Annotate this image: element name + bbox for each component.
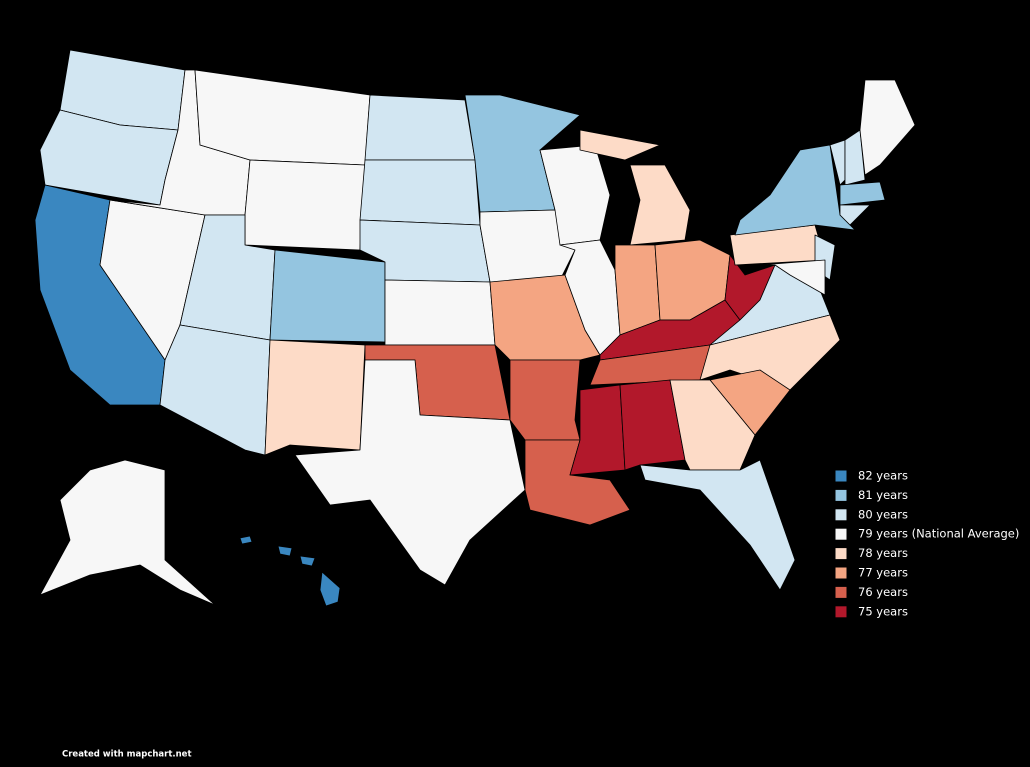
state-region bbox=[844, 129, 866, 186]
credit: Created with mapchart.net bbox=[62, 750, 192, 760]
legend-label: 81 years bbox=[858, 488, 908, 502]
state-region bbox=[239, 535, 253, 545]
legend-swatch bbox=[834, 488, 848, 502]
state-region bbox=[629, 164, 691, 246]
state-region bbox=[299, 555, 316, 567]
state-region bbox=[277, 545, 293, 557]
state-region bbox=[619, 379, 686, 471]
state-region bbox=[509, 359, 581, 441]
state-region bbox=[294, 359, 526, 586]
legend-label: 77 years bbox=[858, 566, 908, 580]
legend-label: 79 years (National Average) bbox=[858, 527, 1019, 541]
state-region bbox=[839, 204, 871, 226]
state-region bbox=[269, 249, 386, 343]
legend-swatch bbox=[834, 585, 848, 599]
legend-swatch bbox=[834, 508, 848, 522]
state-region bbox=[244, 159, 366, 251]
state-region bbox=[614, 244, 661, 336]
legend-swatch bbox=[834, 469, 848, 483]
legend-label: 82 years bbox=[858, 469, 908, 483]
state-region bbox=[579, 129, 661, 161]
state-region bbox=[759, 259, 826, 296]
state-region bbox=[384, 279, 496, 346]
legend-swatch bbox=[834, 605, 848, 619]
legend-swatch bbox=[834, 566, 848, 580]
state-region bbox=[39, 459, 216, 606]
legend-label: 75 years bbox=[858, 604, 908, 618]
state-region bbox=[359, 159, 481, 226]
state-region bbox=[859, 79, 916, 176]
legend-label: 78 years bbox=[858, 546, 908, 560]
legend-label: 76 years bbox=[858, 585, 908, 599]
legend-swatch bbox=[834, 547, 848, 561]
state-region bbox=[364, 94, 476, 161]
state-region bbox=[639, 459, 796, 591]
state-region bbox=[839, 181, 886, 206]
legend: 82 years 81 years 80 years 79 years (Nation… bbox=[834, 469, 1019, 619]
state-region bbox=[319, 571, 341, 607]
legend-label: 80 years bbox=[858, 507, 908, 521]
state-region bbox=[264, 339, 366, 456]
legend-swatch bbox=[834, 527, 848, 541]
states bbox=[34, 49, 916, 607]
state-region bbox=[569, 384, 626, 476]
